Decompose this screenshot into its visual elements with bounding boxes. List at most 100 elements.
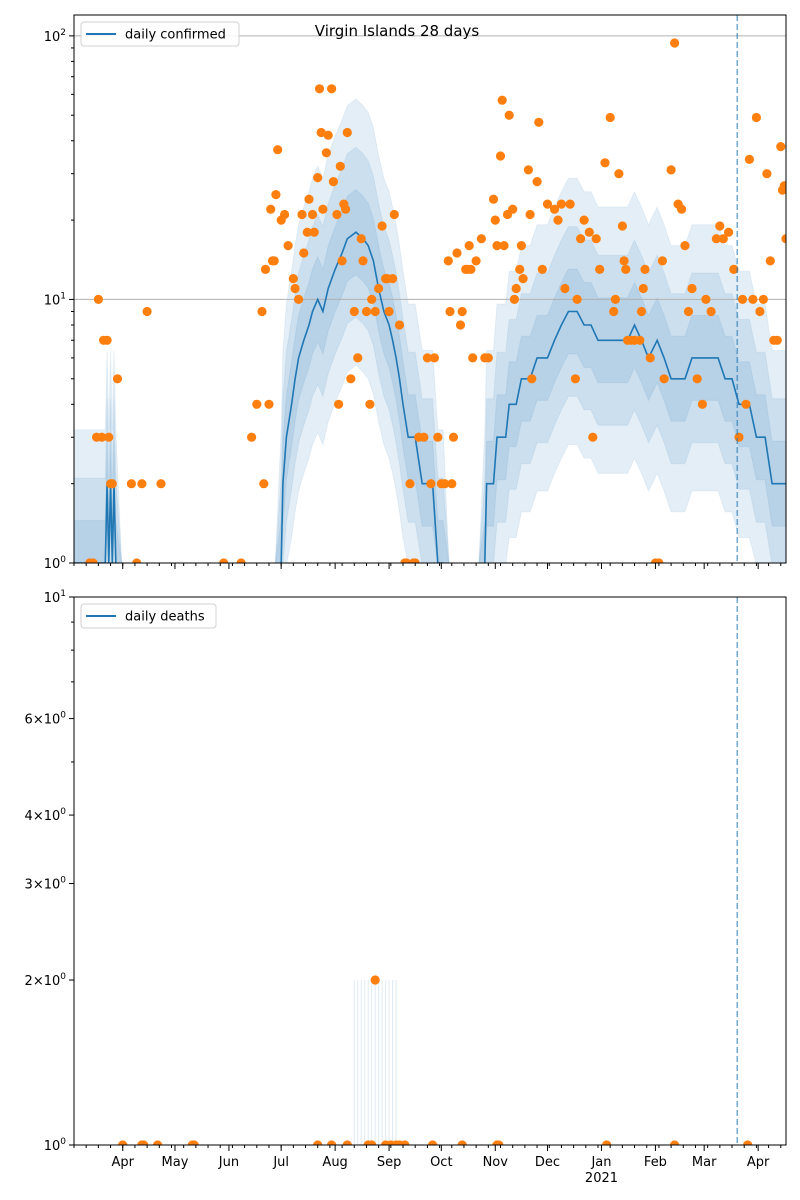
data-point <box>318 204 328 214</box>
data-point <box>595 264 605 274</box>
data-point <box>687 283 697 294</box>
data-point <box>252 399 262 409</box>
data-point <box>527 374 537 384</box>
legend-box <box>80 603 217 629</box>
data-point <box>762 169 772 179</box>
data-point <box>367 1140 377 1145</box>
data-point <box>341 204 351 214</box>
legend-label-confirmed: daily confirmed <box>125 28 226 43</box>
legend-confirmed: daily confirmed <box>80 21 240 47</box>
x-tick-label-nov: Nov <box>483 1155 509 1170</box>
data-point <box>617 221 628 231</box>
data-point <box>600 158 610 168</box>
data-point <box>466 264 476 274</box>
legend-box <box>80 21 240 47</box>
data-point <box>724 227 734 237</box>
y-tick-label: 101 <box>44 291 66 308</box>
data-point <box>280 209 290 220</box>
data-point <box>302 227 312 237</box>
data-point <box>638 283 648 294</box>
x-tick-label-apr: Apr <box>747 1155 770 1170</box>
data-point <box>697 399 708 409</box>
data-point <box>104 432 114 442</box>
data-point <box>457 1140 467 1145</box>
data-point <box>670 1140 680 1145</box>
data-point <box>139 1140 149 1145</box>
data-point <box>765 256 775 266</box>
data-point <box>332 209 342 220</box>
data-point <box>313 1140 323 1145</box>
data-point <box>334 399 344 409</box>
data-point <box>346 374 356 384</box>
data-point <box>734 432 744 442</box>
data-point <box>283 241 293 251</box>
data-point <box>715 221 725 231</box>
figure-title: Virgin Islands 28 days <box>315 22 480 40</box>
data-point <box>269 256 279 266</box>
data-point <box>156 479 166 489</box>
data-point <box>657 256 668 266</box>
data-point <box>370 975 380 985</box>
data-point <box>93 294 103 304</box>
data-point <box>264 399 274 409</box>
data-point <box>701 294 711 304</box>
data-point <box>448 432 459 442</box>
deaths-panel: 100 2×100 3×100 4×100 6×100 101 Apr May Jun Jul Au… <box>25 589 787 1186</box>
data-point <box>476 234 486 244</box>
uncertainty-band-3-segment-3 <box>478 268 786 563</box>
x-tick-label-mar: Mar <box>692 1155 717 1170</box>
data-point <box>102 335 112 345</box>
data-point <box>247 432 257 442</box>
data-point <box>377 221 387 231</box>
data-point <box>313 173 323 183</box>
data-point <box>271 190 281 200</box>
data-point <box>706 306 716 317</box>
data-point <box>337 256 347 266</box>
data-point <box>361 306 372 317</box>
x-tick-label-jul: Jul <box>272 1155 289 1170</box>
data-point <box>654 558 664 563</box>
data-point <box>737 294 748 304</box>
data-point <box>621 264 631 274</box>
data-point <box>779 181 786 191</box>
data-point <box>118 1140 128 1145</box>
data-point <box>553 215 563 225</box>
uncertainty-band-2-segment-2 <box>274 146 450 563</box>
data-point <box>428 1140 438 1145</box>
data-point <box>236 558 246 563</box>
data-point <box>440 479 450 489</box>
data-point <box>490 215 500 225</box>
data-point <box>342 1140 352 1145</box>
data-point <box>142 306 152 317</box>
data-point <box>602 1140 612 1145</box>
data-point <box>468 353 478 363</box>
data-point <box>464 241 474 251</box>
data-point <box>260 264 271 274</box>
x-tick-label-aug: Aug <box>322 1155 347 1170</box>
data-point <box>718 234 728 244</box>
data-point <box>591 234 601 244</box>
y-tick-label: 100 <box>44 555 67 572</box>
uncertainty-band-1-segment-2 <box>274 98 450 563</box>
data-point <box>549 204 560 214</box>
data-point <box>443 256 453 266</box>
data-point <box>677 204 687 214</box>
x-tick-label-may: May <box>162 1155 189 1170</box>
data-point <box>388 274 398 284</box>
data-point <box>495 151 506 161</box>
data-point <box>471 256 481 266</box>
legend-deaths: daily deaths <box>80 603 217 629</box>
data-point <box>518 274 528 284</box>
data-point <box>666 165 676 175</box>
data-point <box>219 558 229 563</box>
data-point <box>542 199 553 209</box>
data-point <box>401 558 412 563</box>
plot-area <box>74 35 786 563</box>
data-point <box>511 283 521 294</box>
data-point <box>358 256 368 266</box>
data-point <box>132 558 142 563</box>
data-point <box>405 479 415 489</box>
data-point <box>328 177 338 187</box>
data-point <box>316 127 326 138</box>
